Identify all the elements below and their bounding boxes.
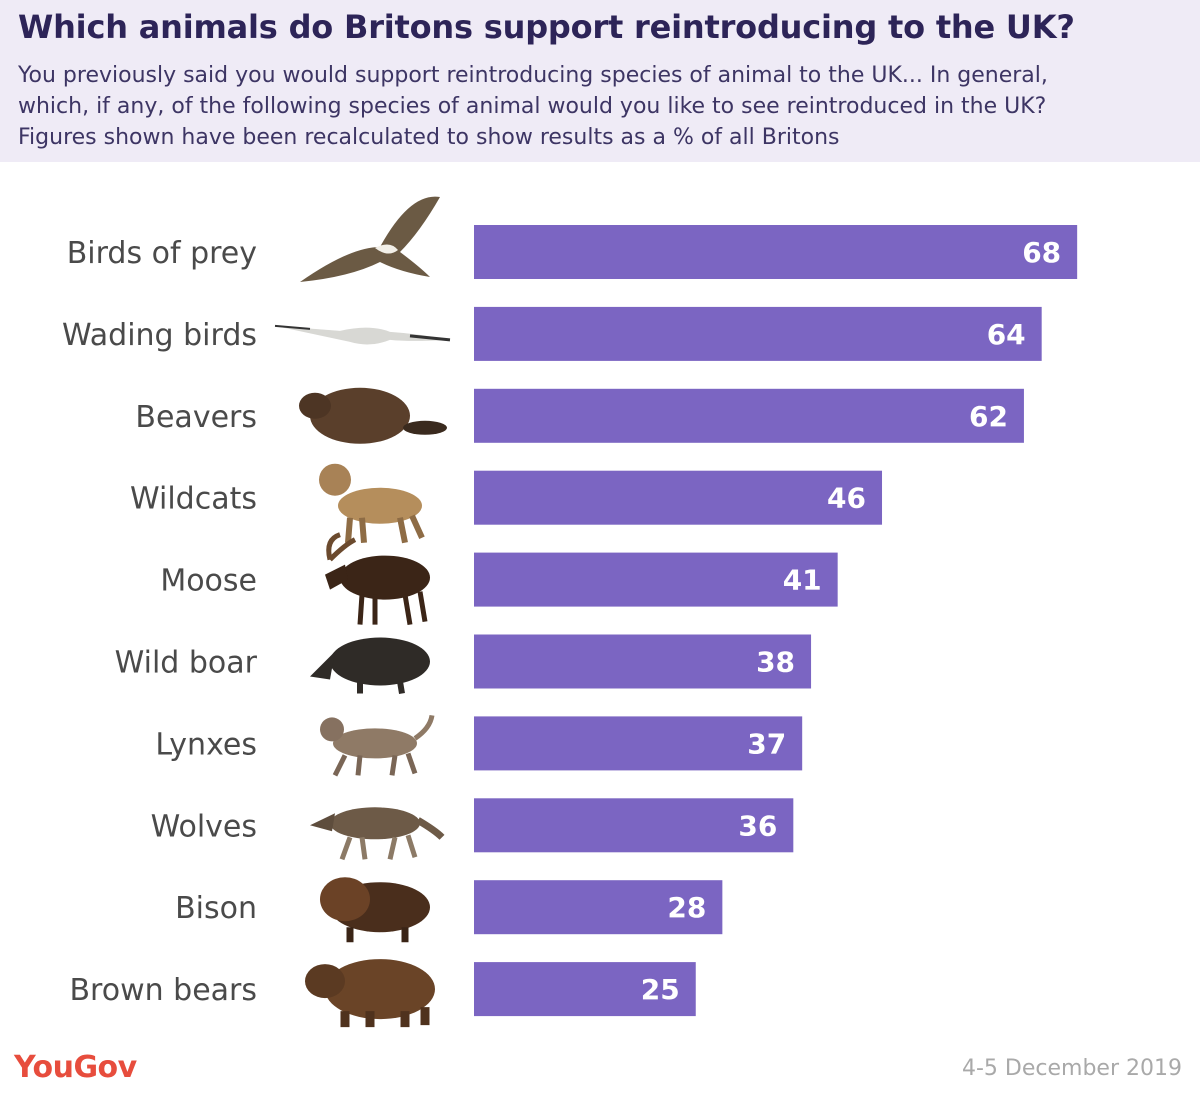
- data-label: 64: [987, 318, 1026, 351]
- data-label: 41: [783, 564, 822, 597]
- wolf-icon: [310, 807, 445, 861]
- data-label: 37: [747, 727, 786, 760]
- category-label: Beavers: [135, 400, 257, 435]
- category-label: Wildcats: [130, 482, 257, 517]
- subtitle-line: You previously said you would support re…: [18, 63, 1048, 88]
- wildcat-icon: [319, 463, 425, 544]
- brown-bear-icon: [305, 959, 435, 1028]
- header: Which animals do Britons support reintro…: [0, 0, 1200, 162]
- moose-icon: [325, 532, 430, 626]
- bird-of-prey-icon: [300, 196, 440, 282]
- data-label: 62: [969, 400, 1008, 433]
- bar: [474, 962, 696, 1017]
- data-label: 46: [827, 482, 866, 515]
- bar: [474, 552, 838, 607]
- data-label: 68: [1022, 236, 1061, 269]
- bar: [474, 634, 812, 689]
- category-label: Moose: [160, 564, 257, 599]
- bar: [474, 880, 723, 935]
- category-label: Wild boar: [115, 646, 258, 681]
- chart-subtitle: You previously said you would support re…: [18, 60, 1193, 153]
- category-label: Lynxes: [155, 727, 257, 762]
- bar: [474, 798, 794, 853]
- wading-bird-icon: [274, 324, 451, 345]
- data-label: 36: [738, 809, 777, 842]
- wild-boar-icon: [310, 637, 430, 694]
- category-label: Wolves: [151, 809, 257, 844]
- category-label: Brown bears: [69, 973, 257, 1008]
- beaver-icon: [299, 387, 447, 444]
- lynx-icon: [320, 714, 435, 777]
- subtitle-line: Figures shown have been recalculated to …: [18, 125, 840, 150]
- category-label: Bison: [175, 891, 257, 926]
- bison-icon: [320, 877, 430, 943]
- bar: [474, 716, 803, 771]
- bar: [474, 470, 883, 525]
- data-label: 38: [756, 646, 795, 679]
- bar: [474, 225, 1078, 279]
- bar: [474, 388, 1024, 443]
- bar: [474, 306, 1042, 361]
- data-label: 28: [667, 891, 706, 924]
- subtitle-line: which, if any, of the following species …: [18, 94, 1047, 119]
- yougov-logo: YouGov: [14, 1050, 137, 1085]
- category-label: Birds of prey: [67, 236, 257, 271]
- bar-chart: Birds of prey 68 Wading birds 64 Beavers 62 Wi…: [62, 196, 1078, 1028]
- data-label: 25: [641, 973, 680, 1006]
- category-label: Wading birds: [62, 318, 257, 353]
- survey-date: 4-5 December 2019: [962, 1056, 1182, 1081]
- chart-title: Which animals do Britons support reintro…: [18, 8, 1075, 46]
